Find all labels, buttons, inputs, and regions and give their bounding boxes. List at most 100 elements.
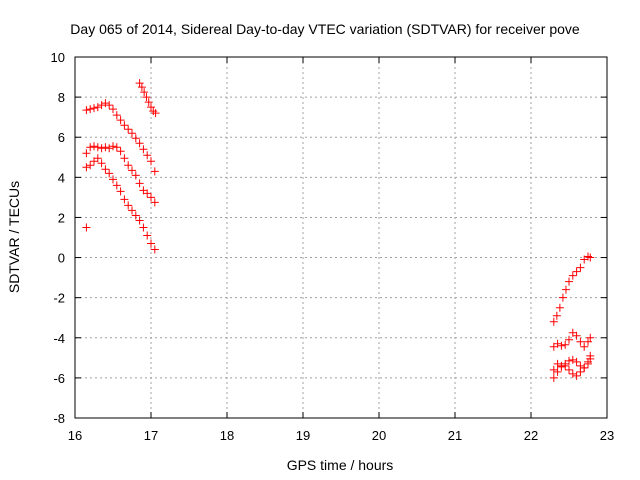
data-point — [93, 103, 102, 112]
data-point — [142, 93, 151, 102]
x-tick-label: 17 — [144, 428, 158, 443]
data-point — [86, 143, 95, 152]
y-tick-label: 6 — [58, 130, 65, 145]
series-arc1 — [82, 99, 159, 176]
data-point — [124, 125, 133, 134]
data-point — [131, 134, 140, 143]
y-tick-label: 8 — [58, 90, 65, 105]
data-point — [86, 161, 95, 170]
data-point — [112, 181, 121, 190]
data-point — [82, 149, 91, 158]
data-point — [151, 109, 160, 118]
plot-frame — [74, 56, 608, 419]
data-point — [120, 121, 129, 130]
data-point — [143, 151, 152, 160]
data-point — [109, 105, 117, 114]
data-point — [580, 363, 589, 372]
data-point — [82, 163, 91, 172]
series-arc2 — [82, 142, 159, 207]
data-point — [580, 342, 589, 351]
data-point — [147, 103, 155, 112]
data-point — [555, 303, 564, 312]
data-point — [557, 361, 566, 370]
data-point — [120, 154, 129, 163]
y-tick-label: -8 — [53, 411, 65, 426]
y-tick-label: 4 — [58, 170, 65, 185]
series-arc7 — [549, 328, 595, 351]
data-point — [150, 198, 159, 207]
data-point — [144, 98, 153, 107]
data-point — [576, 361, 585, 370]
data-point — [147, 193, 155, 202]
axes: 16 17 18 19 20 21 22 23 -8 -6 -4 -2 0 2 4 6 8 10 — [51, 50, 615, 443]
data-point — [150, 167, 159, 176]
data-point — [109, 175, 117, 184]
series-arc6 — [549, 252, 595, 326]
data-point — [97, 144, 106, 153]
data-point — [124, 201, 133, 210]
y-tick-label: -2 — [53, 291, 65, 306]
data-point — [131, 211, 140, 220]
data-point — [109, 142, 117, 151]
data-point — [139, 145, 148, 154]
y-axis-label: SDTVAR / TECUs — [6, 181, 22, 293]
data-point — [572, 357, 581, 366]
x-axis-label: GPS time / hours — [287, 457, 394, 473]
x-tick-label: 19 — [296, 428, 310, 443]
data-point — [105, 169, 114, 178]
data-point — [568, 369, 577, 378]
data-point — [128, 206, 136, 215]
data-point — [584, 337, 592, 346]
chart-title: Day 065 of 2014, Sidereal Day-to-day VTE… — [70, 21, 580, 37]
data-point — [549, 317, 558, 326]
data-point — [568, 271, 577, 280]
y-tick-label: -6 — [53, 371, 65, 386]
data-point — [586, 253, 595, 262]
data-point — [557, 341, 566, 350]
data-point — [131, 171, 140, 180]
x-tick-label: 23 — [600, 428, 614, 443]
y-tick-label: 10 — [51, 50, 65, 65]
data-point — [139, 223, 148, 232]
data-point — [565, 277, 573, 286]
data-point — [135, 216, 144, 225]
data-point — [90, 104, 98, 113]
data-point — [116, 116, 125, 125]
data-point — [553, 367, 562, 376]
data-point — [576, 263, 585, 272]
data-point — [586, 351, 595, 360]
x-tick-label: 22 — [524, 428, 538, 443]
data-point — [93, 143, 102, 152]
data-point — [150, 245, 159, 254]
x-tick-label: 18 — [220, 428, 234, 443]
data-point — [576, 337, 585, 346]
data-point — [128, 129, 136, 138]
x-tick-label: 20 — [372, 428, 386, 443]
data-point — [105, 101, 114, 110]
data-point — [135, 179, 144, 188]
data-point — [116, 147, 125, 156]
data-point — [572, 267, 581, 276]
data-point — [105, 144, 114, 153]
data-point — [140, 88, 149, 97]
data-point — [561, 285, 570, 294]
series-arc3 — [82, 154, 159, 254]
data-point — [82, 106, 91, 115]
data-point — [97, 159, 106, 168]
x-tick-label: 16 — [68, 428, 82, 443]
data-point — [97, 101, 106, 110]
data-point — [112, 111, 121, 120]
series-arc5 — [135, 79, 160, 118]
data-point — [101, 165, 110, 174]
y-tick-label: -4 — [53, 331, 65, 346]
data-point — [135, 79, 144, 88]
data-point — [553, 339, 562, 348]
data-point — [565, 365, 573, 374]
data-point — [572, 331, 581, 340]
series-arc9 — [549, 351, 595, 382]
y-tick-label: 0 — [58, 251, 65, 266]
data-point — [584, 359, 592, 368]
data-point — [552, 311, 561, 320]
data-point — [143, 231, 152, 240]
